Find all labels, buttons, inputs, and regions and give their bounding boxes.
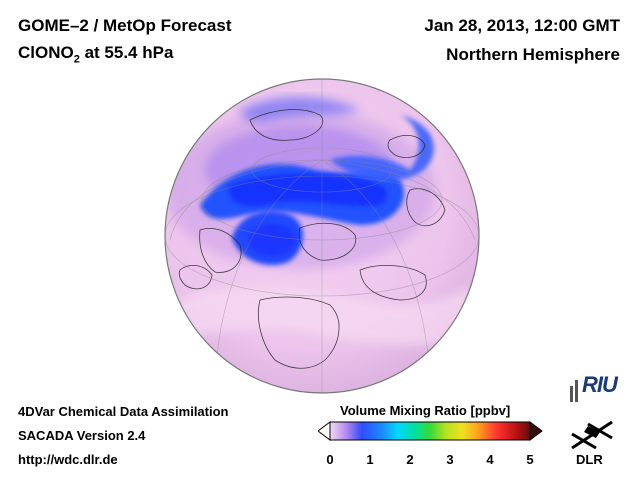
colorbar — [318, 421, 543, 441]
hemisphere-label: Northern Hemisphere — [446, 45, 620, 64]
riu-logo-mark — [570, 380, 578, 402]
colorbar-tick-0: 0 — [326, 452, 334, 467]
species-subscript: 2 — [73, 53, 80, 66]
coastlines — [178, 109, 446, 369]
colorbar-title: Volume Mixing Ratio [ppbv] — [340, 403, 511, 418]
colorbar-tick-1: 1 — [366, 452, 374, 467]
dlr-logo-mark — [571, 420, 613, 450]
version-label: SACADA Version 2.4 — [18, 428, 146, 443]
colorbar-tick-2: 2 — [406, 452, 414, 467]
colorbar-gradient — [329, 421, 531, 441]
product-title: GOME–2 / MetOp Forecast — [18, 16, 232, 35]
method-label: 4DVar Chemical Data Assimilation — [18, 404, 229, 419]
colorbar-min-arrow — [318, 421, 331, 441]
pressure-level: at 55.4 hPa — [79, 43, 174, 62]
colorbar-max-arrow — [529, 421, 543, 441]
species-name: ClONO — [18, 43, 74, 62]
species-level-title: ClONO2 at 55.4 hPa — [18, 43, 173, 65]
globe-edge — [164, 78, 480, 394]
forecast-date: Jan 28, 2013, 12:00 GMT — [424, 16, 620, 35]
colorbar-tick-4: 4 — [486, 452, 494, 467]
graticule — [165, 79, 479, 393]
riu-logo: RIU — [582, 372, 618, 397]
website-link[interactable]: http://wdc.dlr.de — [18, 452, 118, 467]
vmr-field — [165, 79, 479, 393]
colorbar-tick-3: 3 — [446, 452, 454, 467]
colorbar-tick-5: 5 — [526, 452, 534, 467]
dlr-logo-text: DLR — [576, 452, 603, 467]
